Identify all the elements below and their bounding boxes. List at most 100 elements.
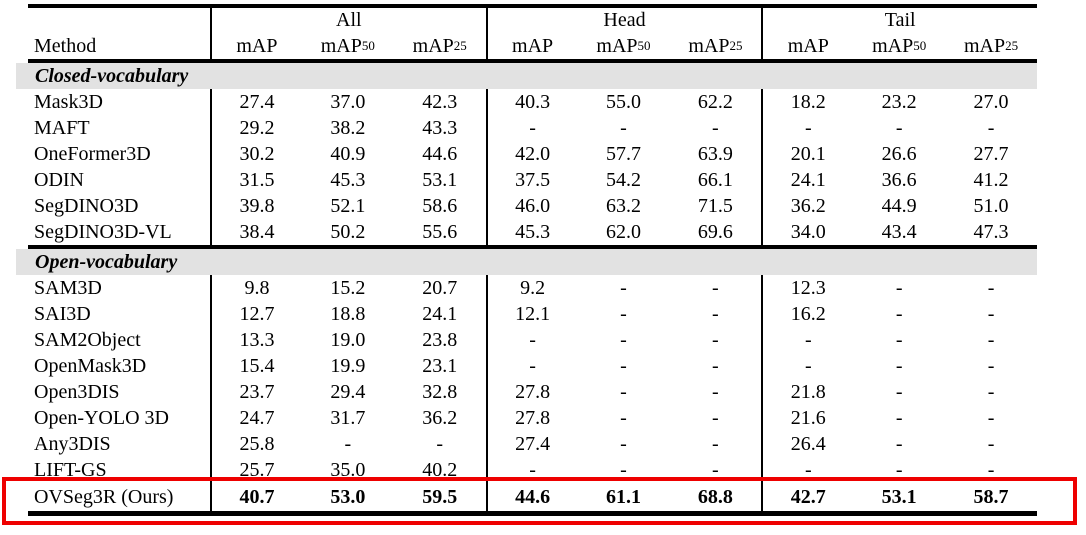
value-cell: - [987, 276, 995, 299]
value-cell: 42.0 [485, 141, 578, 167]
table-row: SAI3D 12.7 18.8 24.1 12.1 - - 16.2 - - [28, 301, 1037, 327]
value-cell: 31.5 [210, 167, 302, 193]
value-cell: 16.2 [761, 301, 853, 327]
value-cell: - [712, 458, 719, 481]
metric-header: mAP 25 [963, 34, 1019, 57]
value-cell: 27.4 [485, 431, 578, 457]
table-row: Open-YOLO 3D 24.7 31.7 36.2 27.8 - - 21.6 - - [28, 405, 1037, 431]
method-header-spacer [28, 8, 210, 33]
value-cell: 35.0 [330, 458, 366, 481]
metric-label: mAP [596, 34, 638, 57]
table-header-metrics: Method mAP mAP 50 mAP 25 mAP mAP 50 mAP 25 mAP mAP 50… [28, 33, 1037, 59]
value-cell: - [895, 354, 903, 377]
method-cell: ODIN [34, 168, 84, 191]
value-cell: 55.0 [605, 90, 641, 113]
value-cell: 26.6 [881, 142, 917, 165]
value-cell: 29.4 [330, 380, 366, 403]
value-cell: 20.1 [761, 141, 853, 167]
value-cell: 53.1 [422, 168, 458, 191]
value-cell: 18.8 [330, 302, 366, 325]
value-cell: 26.4 [761, 431, 853, 457]
value-cell: 21.6 [761, 405, 853, 431]
method-cell: OneFormer3D [34, 142, 151, 165]
value-cell: 43.4 [881, 220, 917, 243]
method-cell: OVSeg3R (Ours) [34, 485, 174, 508]
value-cell: 20.7 [422, 276, 458, 299]
table-header-groups: All Head Tail [28, 8, 1037, 33]
table-row: SAM2Object 13.3 19.0 23.8 - - - - - - [28, 327, 1037, 353]
value-cell: 31.7 [330, 406, 366, 429]
value-cell: - [895, 432, 903, 455]
value-cell: 44.9 [881, 194, 917, 217]
value-cell: 37.0 [330, 90, 366, 113]
table-row: OneFormer3D 30.2 40.9 44.6 42.0 57.7 63.9 20.1 2… [28, 141, 1037, 167]
value-cell: 68.8 [697, 485, 733, 508]
metric-label: mAP [787, 34, 829, 57]
value-cell: - [712, 406, 719, 429]
value-cell: 34.0 [761, 219, 853, 245]
table-row: SegDINO3D-VL 38.4 50.2 55.6 45.3 62.0 69.6 34.0… [28, 219, 1037, 245]
horizontal-rule [28, 59, 1037, 63]
value-cell: 43.3 [422, 116, 458, 139]
method-cell: SegDINO3D [34, 194, 139, 217]
table-row: OpenMask3D 15.4 19.9 23.1 - - - - - - [28, 353, 1037, 379]
value-cell: 27.8 [485, 405, 578, 431]
metric-label: mAP [412, 34, 454, 57]
value-cell: 59.5 [422, 485, 458, 508]
horizontal-rule [28, 511, 1037, 516]
metric-header: mAP 50 [320, 34, 375, 57]
method-cell: Open3DIS [34, 380, 120, 403]
value-cell: - [761, 115, 853, 141]
method-cell: SAM3D [34, 276, 102, 299]
method-cell: LIFT-GS [34, 458, 107, 481]
value-cell: - [712, 276, 719, 299]
value-cell: - [987, 328, 995, 351]
value-cell: 44.6 [422, 142, 458, 165]
value-cell: - [620, 328, 627, 351]
section-label: Open-vocabulary [35, 250, 178, 273]
value-cell: - [895, 116, 903, 139]
value-cell: 50.2 [330, 220, 366, 243]
value-cell: 63.2 [605, 194, 641, 217]
metric-header: mAP 25 [688, 34, 743, 57]
value-cell: 30.2 [210, 141, 302, 167]
value-cell: - [620, 276, 627, 299]
value-cell: 18.2 [761, 89, 853, 115]
method-cell: OpenMask3D [34, 354, 147, 377]
value-cell: 36.2 [761, 193, 853, 219]
value-cell: - [712, 354, 719, 377]
value-cell: - [712, 380, 719, 403]
value-cell: 38.2 [330, 116, 366, 139]
value-cell: 63.9 [697, 142, 733, 165]
value-cell: - [761, 353, 853, 379]
value-cell: 25.8 [210, 431, 302, 457]
value-cell: 41.2 [973, 168, 1009, 191]
metric-label: mAP [963, 34, 1006, 57]
value-cell: - [620, 302, 627, 325]
value-cell: - [987, 302, 995, 325]
value-cell: 19.0 [330, 328, 366, 351]
metric-header: mAP 25 [412, 34, 467, 57]
table-row: ODIN 31.5 45.3 53.1 37.5 54.2 66.1 24.1 36.6 41.2 [28, 167, 1037, 193]
group-header-head: Head [485, 8, 762, 33]
value-cell: 13.3 [210, 327, 302, 353]
value-cell: 51.0 [973, 194, 1009, 217]
value-cell: 55.6 [422, 220, 458, 243]
value-cell: - [485, 115, 578, 141]
value-cell: 42.3 [422, 90, 458, 113]
value-cell: 58.7 [973, 485, 1009, 508]
results-table: All Head Tail Method mAP mAP 50 mAP 25 mAP mAP 50 mA… [16, 4, 1037, 516]
value-cell: 23.8 [422, 328, 458, 351]
value-cell: - [620, 406, 627, 429]
value-cell: 53.0 [330, 485, 366, 508]
value-cell: - [987, 432, 995, 455]
value-cell: - [485, 327, 578, 353]
method-cell: MAFT [34, 116, 90, 139]
value-cell: 36.6 [881, 168, 917, 191]
metric-header: mAP 50 [872, 34, 927, 57]
value-cell: 21.8 [761, 379, 853, 405]
table-row: Mask3D 27.4 37.0 42.3 40.3 55.0 62.2 18.2 23.2 27… [28, 89, 1037, 115]
value-cell: - [895, 328, 903, 351]
value-cell: 27.4 [210, 89, 302, 115]
